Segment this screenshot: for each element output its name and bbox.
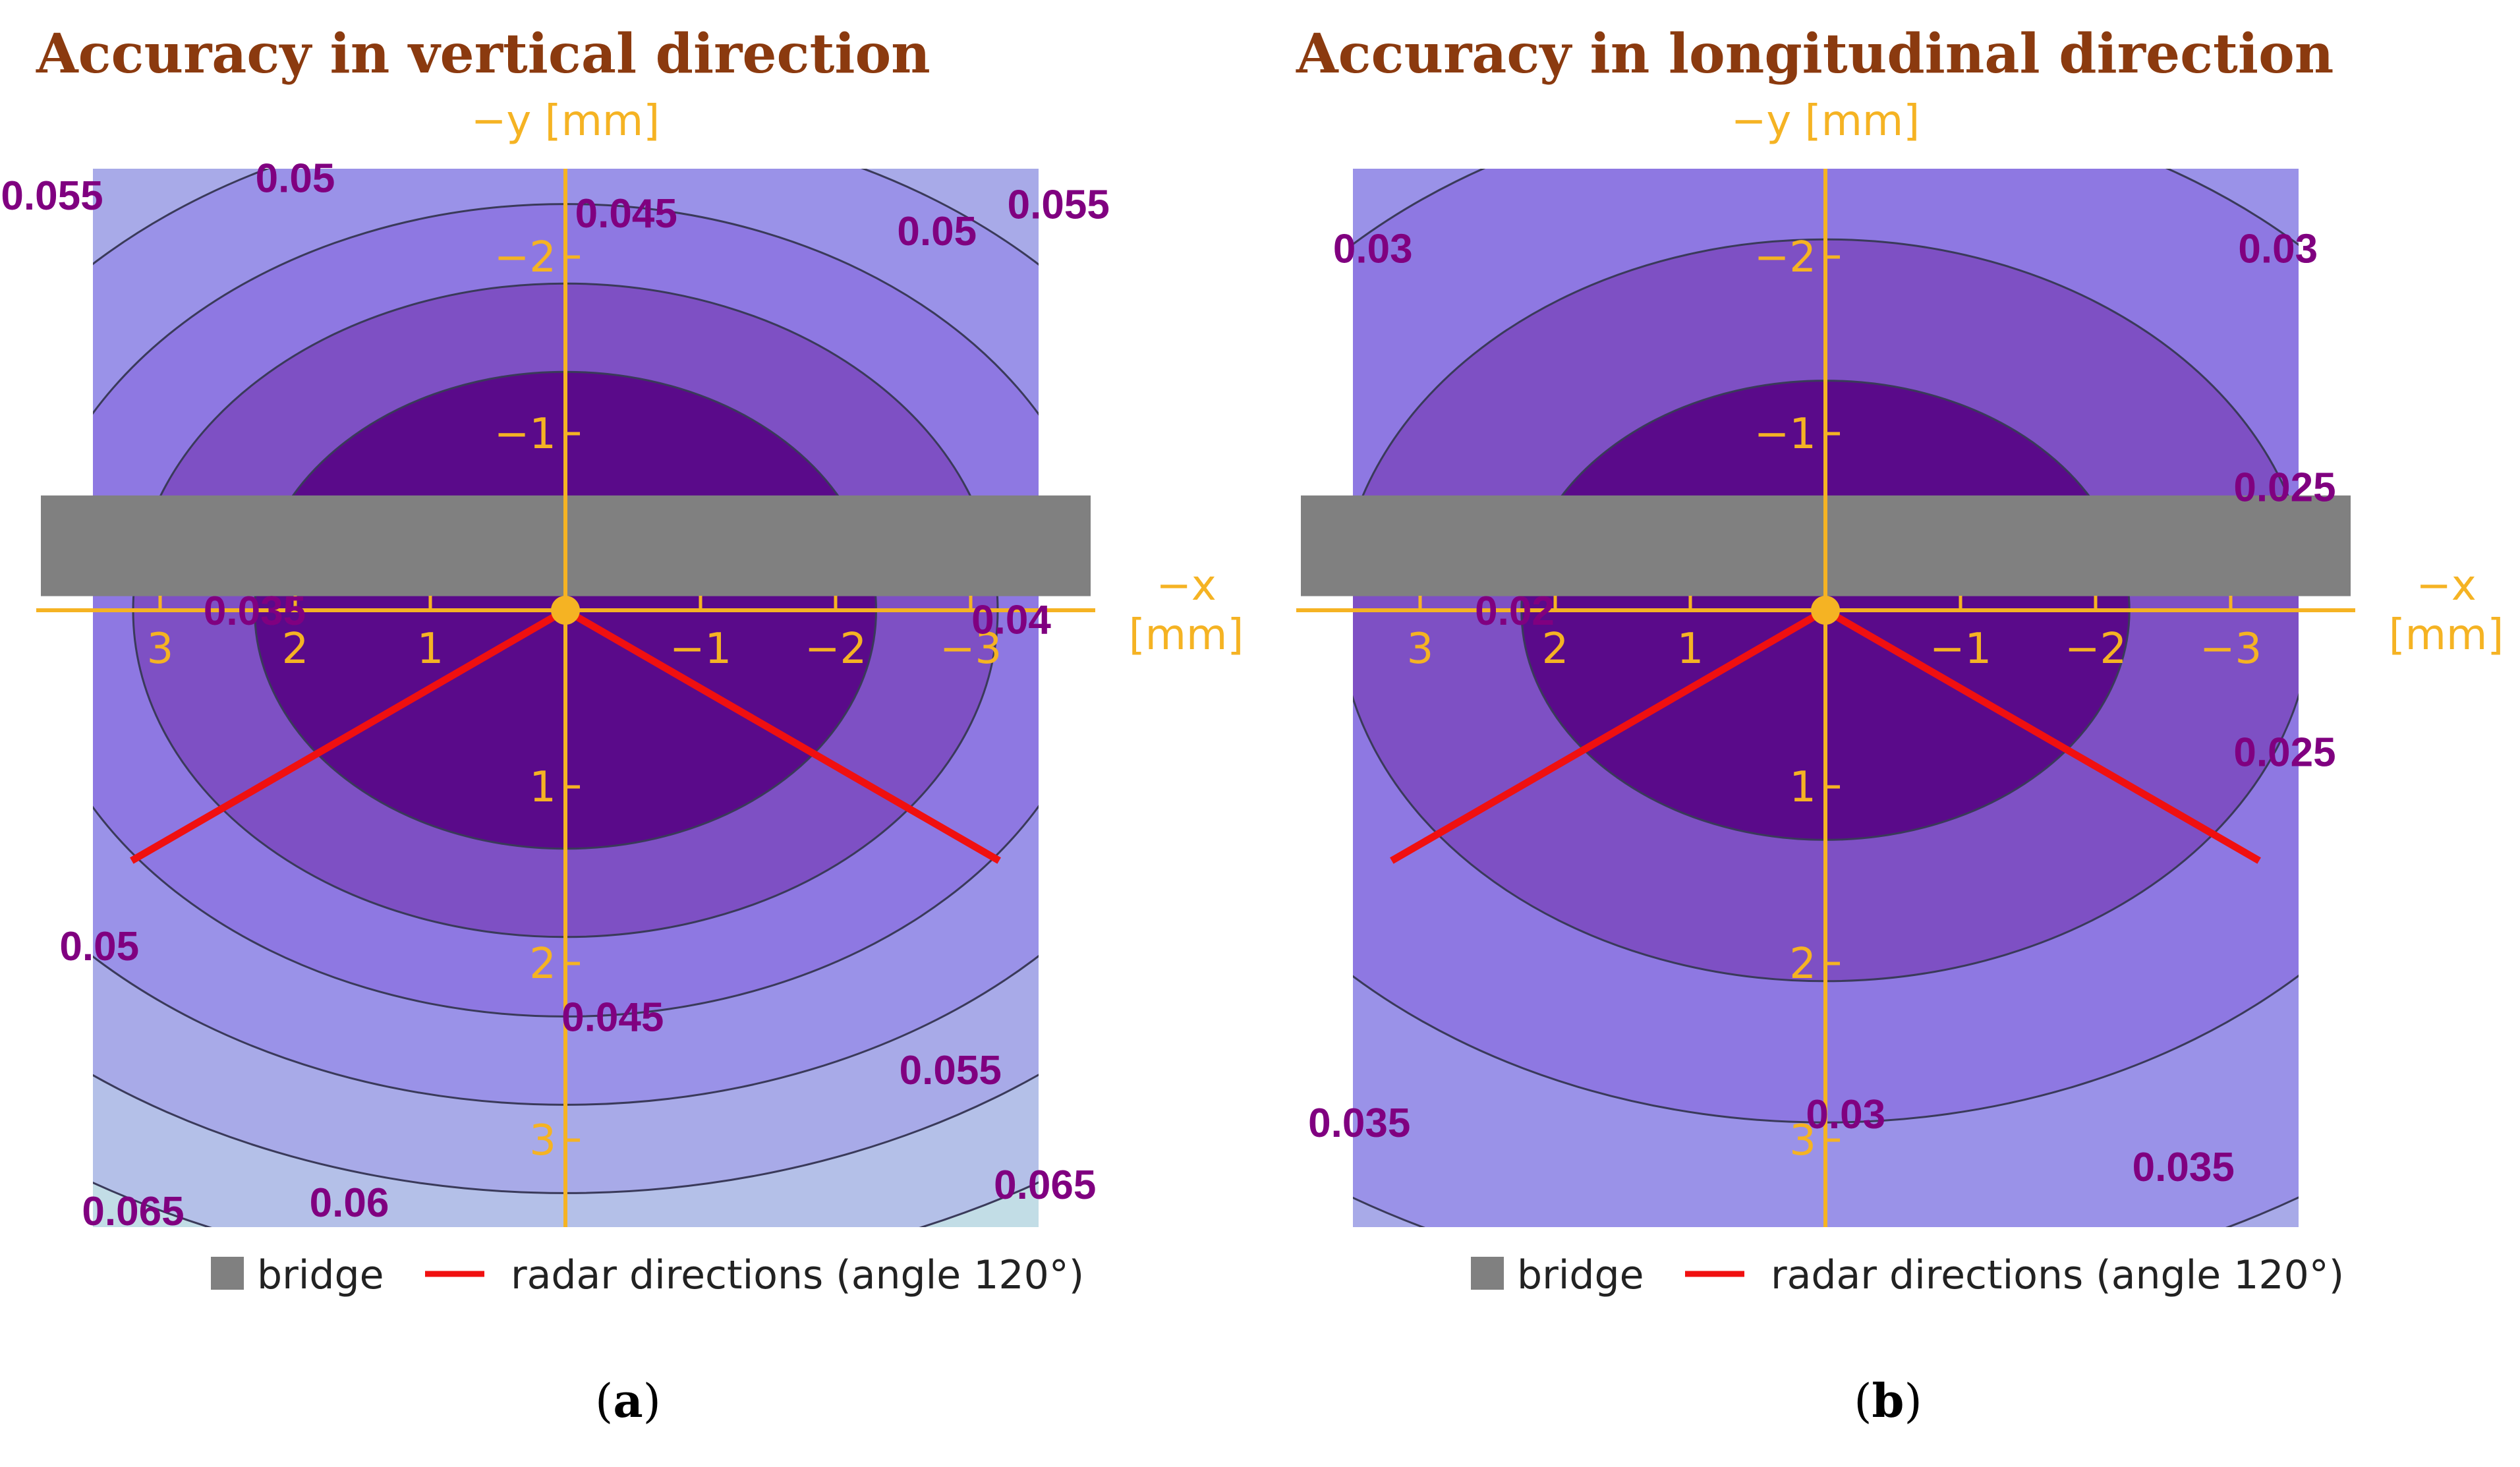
contour-label: 0.065: [994, 1163, 1096, 1208]
contour-label: 0.035: [2133, 1145, 2235, 1190]
legend-bridge-label: bridge: [257, 1252, 384, 1298]
y-tick-label: 3: [529, 1116, 556, 1165]
x-tick-label: −3: [2200, 625, 2262, 674]
chart-title: Accuracy in vertical direction: [36, 22, 931, 86]
contour-label: 0.065: [82, 1189, 184, 1234]
y-axis-label: −y [mm]: [471, 97, 660, 146]
y-tick-label: 2: [529, 940, 556, 989]
origin-point: [551, 596, 580, 625]
contour-label: 0.05: [256, 156, 335, 201]
x-tick-label: 1: [1677, 625, 1704, 674]
x-tick-label: −2: [2065, 625, 2127, 674]
y-tick-label: −1: [1754, 410, 1816, 459]
y-axis-label: −y [mm]: [1731, 97, 1920, 146]
x-axis-unit: [mm]: [1129, 611, 1244, 660]
y-tick-label: −2: [494, 233, 556, 282]
panel-caption: (b): [1854, 1373, 1922, 1428]
contour-label: 0.035: [1308, 1101, 1410, 1146]
contour-label: 0.045: [575, 191, 677, 237]
radar-direction-line: [1823, 607, 2261, 864]
radar-direction-line: [130, 607, 567, 864]
caption-open-paren: (: [1854, 1374, 1872, 1428]
legend-bridge-label: bridge: [1517, 1252, 1644, 1298]
y-tick-label: 2: [1789, 940, 1816, 989]
contour-label: 0.03: [1806, 1092, 1885, 1137]
chart-title: Accuracy in longitudinal direction: [1296, 22, 2334, 86]
caption-letter: a: [613, 1373, 643, 1428]
panel-a: 3 2 1 −1 −2 −3 −2 −1 1 2 3 −y [mm] −x [mm] 0.055 0.05 0.…: [1, 22, 1244, 1428]
caption-close-paren: ): [643, 1374, 661, 1428]
panel-b: 3 2 1 −1 −2 −3 −2 −1 1 2 3 −y [mm] −x [mm] 0.03 0.03 0.0…: [1260, 0, 2520, 1467]
contour-label: 0.025: [2233, 730, 2335, 775]
contour-label: 0.035: [204, 589, 306, 634]
legend-radar-label: radar directions (angle 120°): [1771, 1252, 2344, 1298]
panel-caption: (a): [595, 1373, 661, 1428]
contour-chart-a: 3 2 1 −1 −2 −3 −2 −1 1 2 3 −y [mm] −x[mm] 0.055 0.05 0.…: [1, 22, 1244, 1428]
caption-close-paren: ): [1904, 1374, 1922, 1428]
contour-label: 0.055: [1, 173, 103, 219]
contour-label: 0.02: [1475, 589, 1555, 634]
origin-point: [1811, 596, 1840, 625]
contour-label: 0.05: [897, 209, 977, 254]
x-tick-label: 1: [417, 625, 444, 674]
contour-label: 0.06: [310, 1180, 389, 1226]
y-tick-label: −2: [1754, 233, 1816, 282]
contour-label: 0.055: [900, 1048, 1002, 1093]
x-tick-label: 3: [1407, 625, 1434, 674]
x-tick-label: 2: [1542, 625, 1569, 674]
x-tick-label: −2: [805, 625, 867, 674]
legend-radar-label: radar directions (angle 120°): [511, 1252, 1084, 1298]
x-tick-label: 2: [282, 625, 309, 674]
contour-label: 0.05: [59, 924, 139, 969]
y-tick-label: 1: [1789, 763, 1816, 812]
contour-label: 0.025: [2233, 465, 2335, 510]
x-axis-label: −x: [2416, 561, 2477, 610]
x-axis-label: −x: [1156, 561, 1217, 610]
contour-label: 0.03: [1333, 227, 1413, 272]
contour-label: 0.04: [971, 597, 1051, 643]
y-tick-label: −1: [494, 410, 556, 459]
legend: bridge radar directions (angle 120°): [1471, 1252, 2344, 1298]
x-tick-label: 3: [147, 625, 174, 674]
caption-letter: b: [1872, 1373, 1904, 1428]
contour-label: 0.045: [561, 994, 664, 1040]
legend-bridge-swatch: [1471, 1257, 1504, 1290]
x-tick-label: −1: [670, 625, 731, 674]
y-tick-label: 3: [1789, 1116, 1816, 1165]
radar-direction-line: [1390, 607, 1827, 864]
legend: bridge radar directions (angle 120°): [211, 1252, 1084, 1298]
contour-chart-b: 3 2 1 −1 −2 −3 −2 −1 1 2 3 −y [mm] −x[mm] 0.03 0.03 0.0…: [1296, 22, 2504, 1428]
contour-label: 0.055: [1008, 183, 1110, 228]
radar-direction-line: [563, 607, 1001, 864]
x-tick-label: −1: [1930, 625, 1991, 674]
x-tick-label: −3: [940, 625, 1002, 674]
y-tick-label: 1: [529, 763, 556, 812]
contour-label: 0.03: [2238, 227, 2318, 272]
x-axis-unit: [mm]: [2389, 611, 2504, 660]
caption-open-paren: (: [595, 1374, 613, 1428]
legend-bridge-swatch: [211, 1257, 244, 1290]
